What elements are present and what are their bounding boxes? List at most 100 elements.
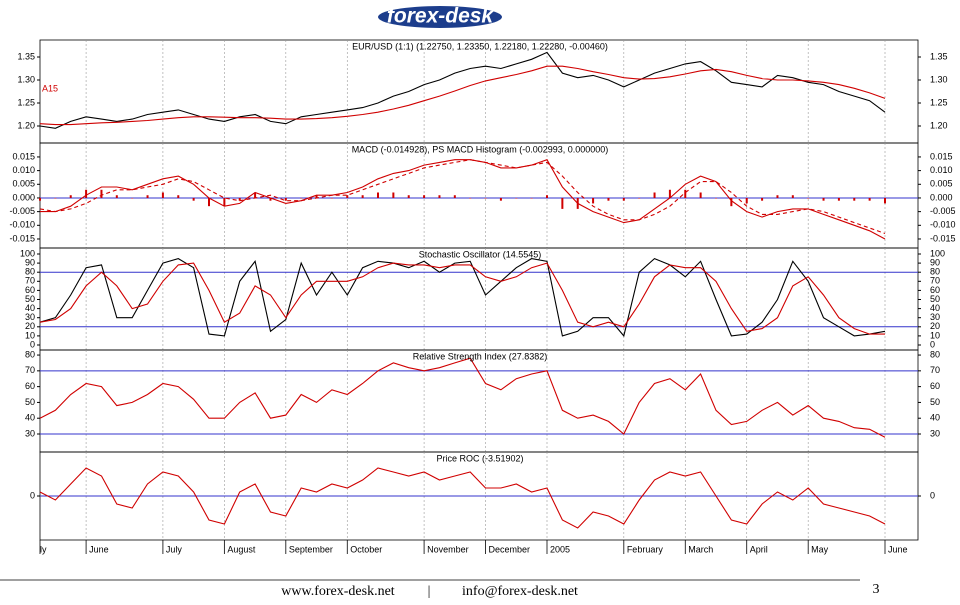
y-tick-label: 0	[30, 339, 35, 349]
histogram-bar	[54, 197, 57, 199]
footer-website: www.forex-desk.net	[281, 584, 394, 599]
series-line	[39, 51, 886, 129]
x-tick-label: March	[688, 544, 713, 554]
y-tick-label-right: 60	[930, 285, 940, 295]
histogram-bar	[484, 197, 487, 199]
panel-title: Price ROC (-3.51902)	[436, 453, 523, 463]
histogram-bar	[730, 197, 733, 207]
x-tick-label: September	[289, 544, 333, 554]
y-tick-label: 70	[25, 365, 35, 375]
y-tick-label: 0	[30, 490, 35, 500]
y-tick-label-right: 50	[930, 294, 940, 304]
histogram-bar	[161, 192, 164, 198]
series-line	[40, 159, 886, 240]
histogram-bar	[453, 195, 456, 198]
histogram-bar	[238, 197, 241, 201]
histogram-bar	[269, 197, 272, 201]
panel-frame	[39, 39, 919, 144]
x-tick-label: April	[750, 544, 768, 554]
y-tick-label: 80	[25, 267, 35, 277]
y-tick-label: 100	[20, 248, 35, 258]
y-tick-label: 60	[25, 381, 35, 391]
histogram-bar	[684, 189, 687, 198]
histogram-bar	[223, 197, 226, 207]
histogram-bar	[208, 197, 210, 207]
histogram-bar	[622, 197, 625, 201]
y-tick-label: 50	[25, 294, 35, 304]
y-tick-label-right: 0.010	[930, 165, 953, 175]
histogram-bar	[699, 192, 702, 198]
histogram-bar	[85, 189, 88, 198]
y-tick-label-right: 30	[930, 312, 940, 322]
y-tick-label: 30	[25, 312, 35, 322]
logo-badge	[378, 6, 502, 28]
x-tick-label: July	[166, 544, 183, 554]
panel-title: Stochastic Oscillator (14.5545)	[419, 249, 542, 259]
series-line	[39, 357, 886, 438]
histogram-bar	[853, 197, 856, 201]
x-tick-label: February	[627, 544, 664, 554]
series-line	[39, 257, 886, 338]
histogram-bar	[668, 189, 671, 198]
footer-email: info@forex-desk.net	[462, 584, 578, 599]
panel-frame	[39, 349, 919, 453]
histogram-bar	[561, 197, 564, 209]
y-tick-label-right: 10	[930, 330, 940, 340]
y-tick-label-right: 1.35	[930, 51, 948, 61]
panel-title: MACD (-0.014928), PS MACD Histogram (-0.…	[352, 144, 609, 154]
histogram-bar	[131, 197, 134, 199]
y-tick-label-right: 1.30	[930, 74, 948, 84]
y-tick-label: 0.000	[12, 192, 35, 202]
y-tick-label: 50	[25, 397, 35, 407]
histogram-bar	[438, 195, 441, 198]
panel-title: EUR/USD (1:1) (1.22750, 1.23350, 1.22180…	[352, 41, 608, 51]
histogram-bar	[638, 197, 641, 199]
y-tick-label-right: 0.005	[930, 179, 953, 189]
y-tick-label-right: 1.25	[930, 97, 948, 107]
y-tick-label-right: 80	[930, 267, 940, 277]
footer-separator: |	[428, 584, 431, 599]
histogram-bar	[254, 192, 257, 198]
histogram-bar	[822, 197, 825, 201]
x-tick-label: May	[811, 544, 829, 554]
y-tick-label: 90	[25, 257, 35, 267]
histogram-bar	[377, 192, 379, 198]
y-tick-label-right: 70	[930, 276, 940, 286]
y-tick-label-right: 0.000	[930, 192, 953, 202]
y-tick-label-right: 30	[930, 428, 940, 438]
histogram-bar	[761, 197, 764, 201]
histogram-bar	[100, 189, 103, 198]
histogram-bar	[469, 197, 472, 199]
y-tick-label: -0.005	[9, 206, 35, 216]
x-tick-label: August	[227, 544, 256, 554]
y-tick-label-right: 0.015	[930, 151, 953, 161]
y-tick-label-right: 50	[930, 397, 940, 407]
y-tick-label: 1.30	[17, 74, 35, 84]
x-tick-label: ly	[40, 544, 47, 554]
y-tick-label: 30	[25, 428, 35, 438]
histogram-bar	[607, 197, 610, 201]
y-tick-label: 10	[25, 330, 35, 340]
footer-page: 3	[873, 582, 880, 597]
series-line	[39, 159, 886, 235]
histogram-bar	[745, 197, 748, 204]
histogram-bar	[653, 192, 656, 198]
panel-frame	[39, 142, 919, 249]
x-tick-label: June	[89, 544, 109, 554]
histogram-bar	[776, 195, 779, 198]
y-tick-label-right: 20	[930, 321, 940, 331]
y-tick-label-right: 40	[930, 303, 940, 313]
histogram-bar	[392, 192, 395, 198]
y-tick-label-right: -0.010	[930, 220, 956, 230]
histogram-bar	[361, 195, 364, 198]
y-tick-label: 40	[25, 303, 35, 313]
y-tick-label: 1.25	[17, 97, 35, 107]
x-tick-label: October	[350, 544, 382, 554]
y-tick-label: 80	[25, 349, 35, 359]
histogram-bar	[499, 197, 502, 201]
y-tick-label: 0.015	[12, 151, 35, 161]
histogram-bar	[868, 197, 871, 201]
histogram-bar	[346, 195, 349, 198]
